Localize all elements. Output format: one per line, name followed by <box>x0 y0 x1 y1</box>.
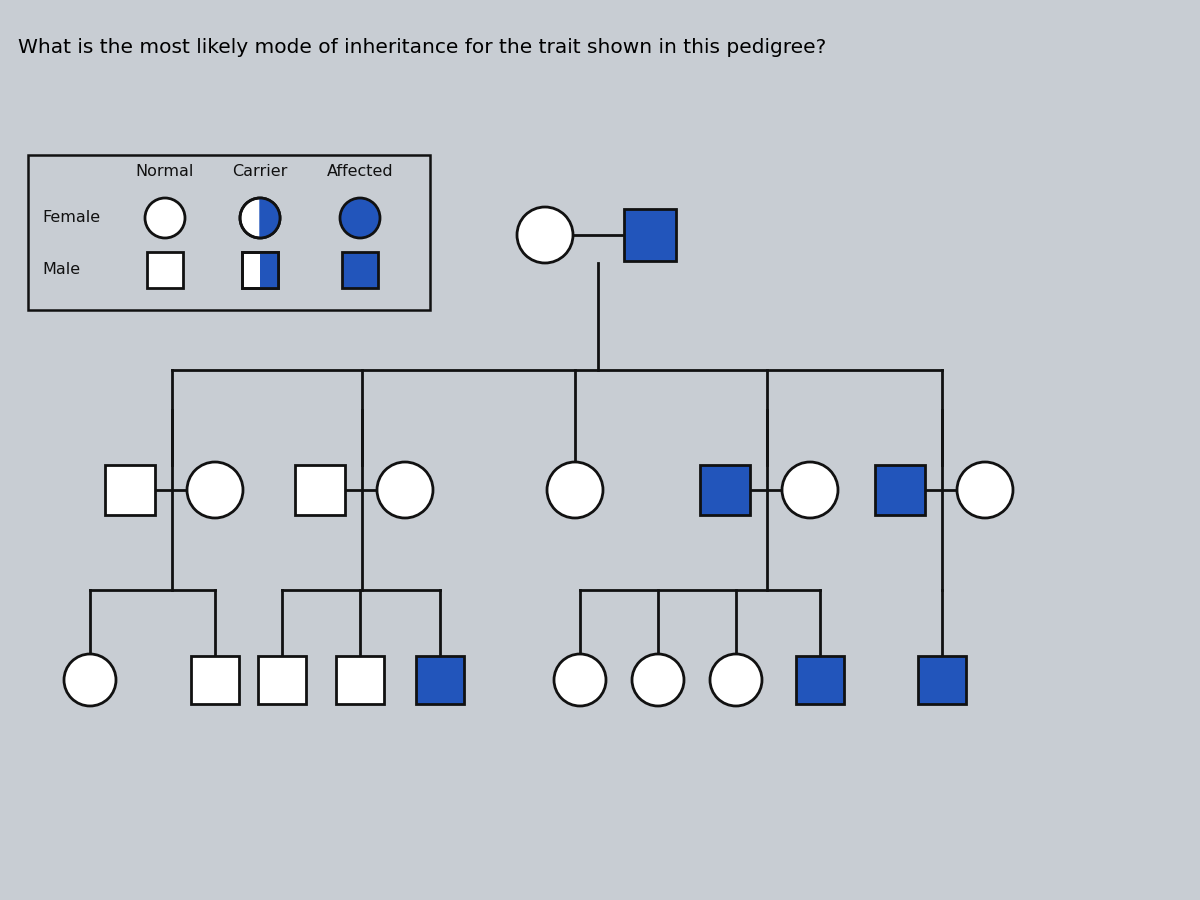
Circle shape <box>240 198 280 238</box>
Bar <box>260 252 278 288</box>
Circle shape <box>145 198 185 238</box>
Bar <box>106 465 155 515</box>
Circle shape <box>517 207 574 263</box>
Bar <box>875 465 925 515</box>
Text: Normal: Normal <box>136 165 194 179</box>
Bar <box>191 656 239 704</box>
Bar <box>918 656 966 704</box>
Text: Female: Female <box>42 211 100 226</box>
Text: Male: Male <box>42 263 80 277</box>
Circle shape <box>710 654 762 706</box>
Bar <box>342 252 378 288</box>
Circle shape <box>64 654 116 706</box>
Bar <box>295 465 346 515</box>
Bar <box>336 656 384 704</box>
Bar <box>796 656 844 704</box>
Text: Affected: Affected <box>326 165 394 179</box>
Circle shape <box>958 462 1013 518</box>
Bar <box>148 252 182 288</box>
Circle shape <box>187 462 242 518</box>
Bar <box>258 656 306 704</box>
Bar <box>242 252 278 288</box>
Circle shape <box>632 654 684 706</box>
Bar <box>624 209 676 261</box>
Text: Carrier: Carrier <box>233 165 288 179</box>
Bar <box>242 252 278 288</box>
Circle shape <box>782 462 838 518</box>
Circle shape <box>554 654 606 706</box>
Text: What is the most likely mode of inheritance for the trait shown in this pedigree: What is the most likely mode of inherita… <box>18 38 827 57</box>
Bar <box>700 465 750 515</box>
Bar <box>28 155 430 310</box>
Polygon shape <box>260 198 280 238</box>
Bar <box>416 656 464 704</box>
Circle shape <box>547 462 604 518</box>
Circle shape <box>377 462 433 518</box>
Circle shape <box>340 198 380 238</box>
